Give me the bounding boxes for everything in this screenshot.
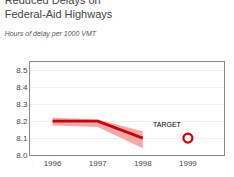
svg-text:Reduced Delays onFederal-Aid H: Reduced Delays onFederal-Aid Highways bbox=[5, 0, 113, 20]
svg-text:1998: 1998 bbox=[134, 159, 152, 168]
svg-text:Hours of delay per 1000 VMT: Hours of delay per 1000 VMT bbox=[5, 30, 97, 38]
svg-text:8.5: 8.5 bbox=[16, 66, 28, 75]
svg-text:8.3: 8.3 bbox=[16, 100, 28, 109]
svg-text:8.2: 8.2 bbox=[16, 117, 28, 126]
svg-text:1996: 1996 bbox=[44, 159, 62, 168]
svg-text:8.4: 8.4 bbox=[16, 83, 28, 92]
svg-text:TARGET: TARGET bbox=[153, 121, 182, 128]
svg-text:1999: 1999 bbox=[179, 159, 197, 168]
svg-text:1997: 1997 bbox=[89, 159, 107, 168]
svg-text:8.1: 8.1 bbox=[16, 134, 28, 143]
svg-text:8.0: 8.0 bbox=[16, 151, 28, 160]
